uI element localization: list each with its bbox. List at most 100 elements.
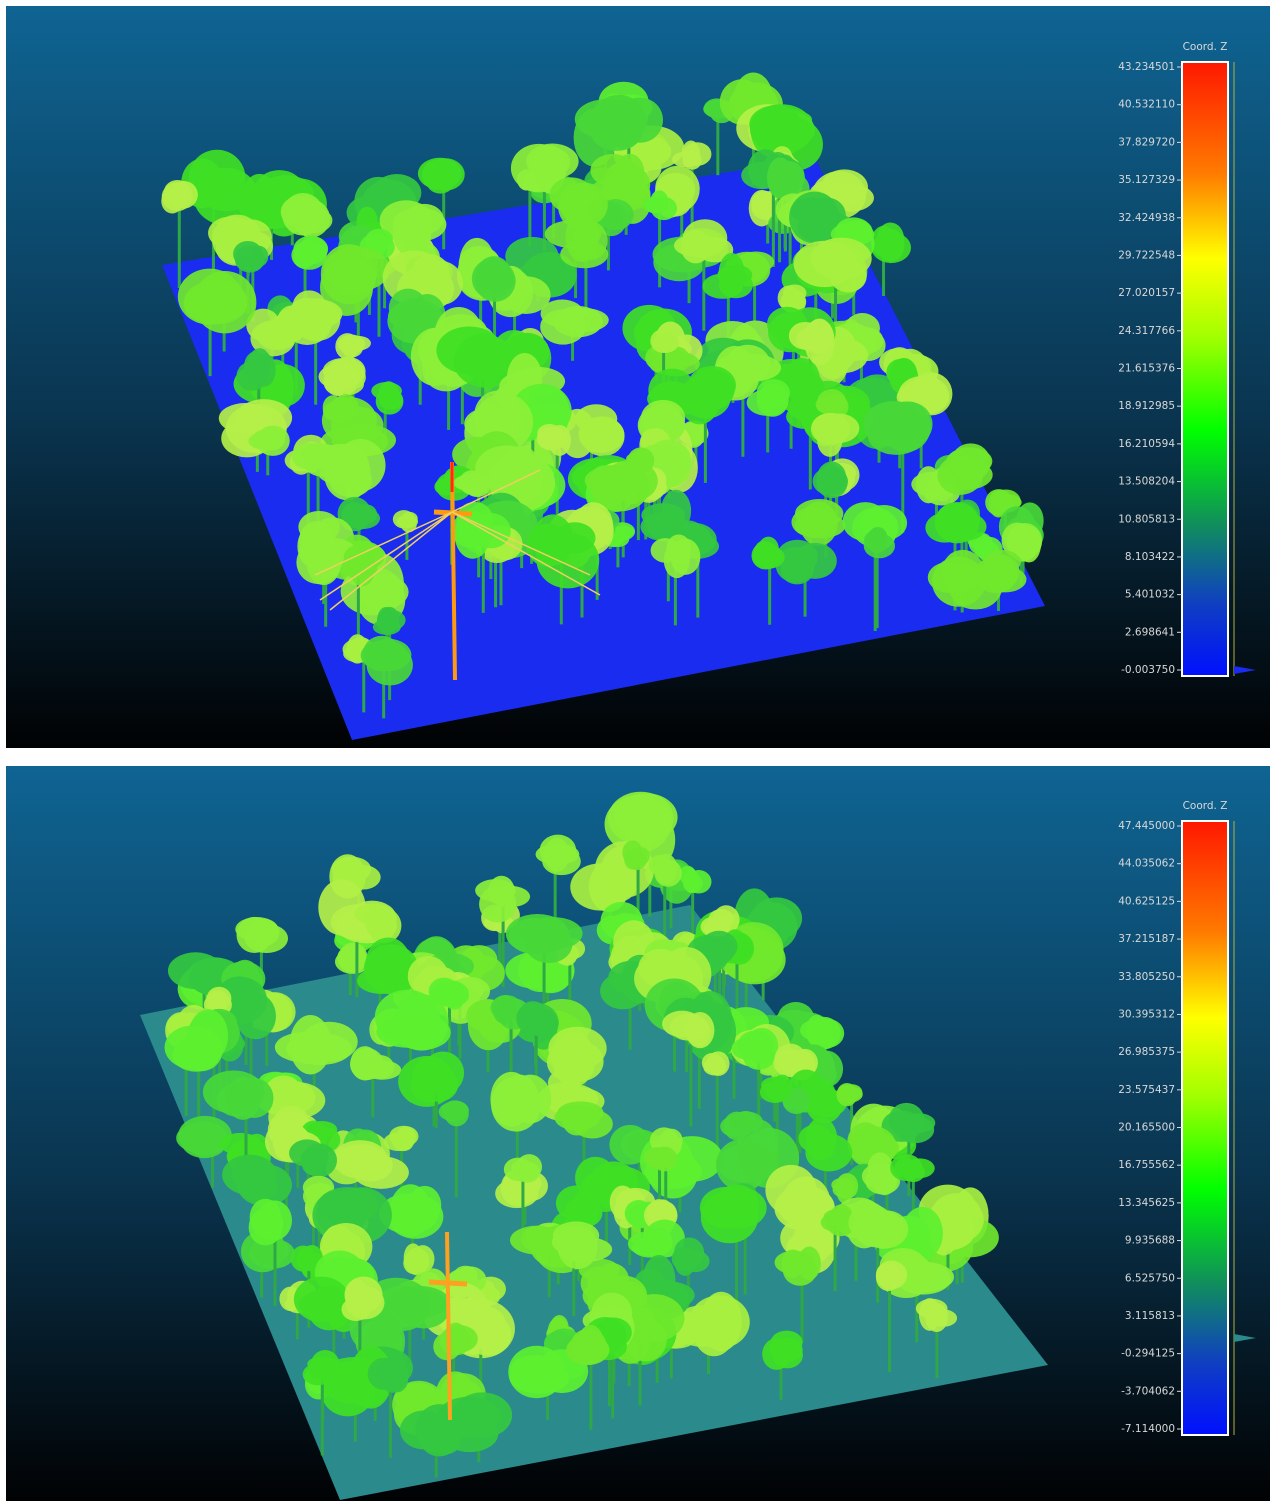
- canopy: [670, 539, 700, 575]
- canopy: [747, 389, 789, 416]
- canopy: [714, 1184, 759, 1228]
- canopy: [627, 850, 647, 870]
- canopy: [193, 271, 256, 333]
- canopy: [554, 1105, 600, 1131]
- canopy: [775, 1044, 807, 1074]
- canopy: [688, 369, 734, 410]
- scale-label: 20.165500: [1118, 1122, 1175, 1134]
- scale-label: 33.805250: [1118, 971, 1175, 983]
- canopy: [235, 917, 278, 941]
- tower-arm: [429, 1282, 467, 1284]
- canopy: [614, 793, 677, 841]
- canopy: [566, 1335, 609, 1365]
- canopy: [321, 244, 377, 304]
- canopy: [895, 1116, 934, 1143]
- scale-label: 24.317766: [1118, 325, 1175, 337]
- canopy: [541, 300, 584, 328]
- canopy: [373, 619, 401, 635]
- canopy: [877, 222, 905, 256]
- scale-label: 37.215187: [1118, 933, 1175, 945]
- canopy: [185, 1125, 219, 1155]
- canopy: [806, 1118, 837, 1158]
- canopy: [295, 300, 342, 328]
- canopy: [881, 401, 931, 452]
- color-scale-bar: [1182, 821, 1228, 1435]
- canopy: [813, 467, 848, 495]
- canopy: [508, 1346, 565, 1399]
- canopy: [876, 1261, 907, 1290]
- scale-label: 13.345625: [1118, 1197, 1175, 1209]
- canopy: [853, 1210, 900, 1247]
- canopy: [488, 876, 514, 905]
- canopy: [379, 381, 399, 406]
- scale-label: 8.103422: [1125, 551, 1175, 563]
- canopy: [475, 260, 516, 302]
- scale-label: 30.395312: [1118, 1008, 1175, 1020]
- canopy: [772, 1075, 793, 1099]
- canopy: [248, 432, 284, 450]
- canopy: [644, 1147, 669, 1167]
- scale-title: Coord. Z: [1183, 41, 1228, 53]
- scale-label: -0.294125: [1121, 1348, 1175, 1360]
- scale-label: 16.210594: [1118, 438, 1175, 450]
- canopy: [717, 1144, 778, 1183]
- canopy: [361, 640, 408, 670]
- canopy: [207, 987, 232, 1010]
- canopy: [674, 1237, 704, 1268]
- canopy: [354, 504, 377, 524]
- canopy: [791, 507, 834, 537]
- scale-title: Coord. Z: [1183, 800, 1228, 812]
- scale-label: 10.805813: [1118, 513, 1175, 525]
- canopy: [928, 561, 973, 593]
- canopy: [650, 190, 668, 213]
- canopy: [1017, 526, 1041, 562]
- canopy: [341, 1298, 370, 1321]
- canopy: [170, 181, 198, 209]
- scale-label: 23.575437: [1118, 1084, 1175, 1096]
- canopy: [388, 1195, 444, 1239]
- canopy: [439, 1327, 471, 1355]
- canopy: [769, 1338, 802, 1362]
- canopy: [323, 366, 357, 397]
- canopy: [804, 319, 834, 354]
- scale-label: -7.114000: [1121, 1423, 1175, 1435]
- canopy: [672, 151, 700, 167]
- canopy: [401, 512, 417, 525]
- canopy: [537, 532, 600, 588]
- canopy: [393, 1015, 451, 1050]
- canopy: [436, 326, 502, 374]
- scale-label: 26.985375: [1118, 1046, 1175, 1058]
- canopy: [947, 447, 993, 475]
- canopy: [465, 477, 490, 497]
- canopy: [236, 361, 267, 391]
- canopy: [681, 230, 711, 264]
- canopy: [650, 329, 677, 353]
- scale-label: 43.234501: [1118, 61, 1175, 73]
- canopy: [545, 220, 602, 248]
- canopy: [783, 285, 807, 302]
- canopy: [506, 914, 569, 954]
- canopy: [220, 1133, 261, 1155]
- canopy: [519, 1001, 547, 1030]
- scale-label: 27.020157: [1118, 287, 1175, 299]
- scale-label: 21.615376: [1118, 363, 1175, 375]
- canopy: [308, 1361, 333, 1379]
- canopy: [422, 160, 451, 190]
- canopy: [743, 1045, 774, 1070]
- canopy: [493, 995, 516, 1024]
- canopy: [444, 1101, 468, 1127]
- canopy: [837, 1083, 858, 1106]
- scale-label: 18.912985: [1118, 400, 1175, 412]
- canopy: [297, 1247, 314, 1271]
- canopy: [366, 938, 411, 988]
- scale-label: 40.532110: [1118, 99, 1175, 111]
- scale-label: 40.625125: [1118, 895, 1175, 907]
- scale-label: 6.525750: [1125, 1272, 1175, 1284]
- canopy: [302, 1144, 337, 1178]
- canopy: [579, 417, 625, 453]
- canopy: [299, 532, 342, 570]
- canopy: [902, 1163, 925, 1182]
- canopy: [686, 870, 712, 894]
- canopy: [821, 247, 856, 277]
- scale-label: 32.424938: [1118, 212, 1175, 224]
